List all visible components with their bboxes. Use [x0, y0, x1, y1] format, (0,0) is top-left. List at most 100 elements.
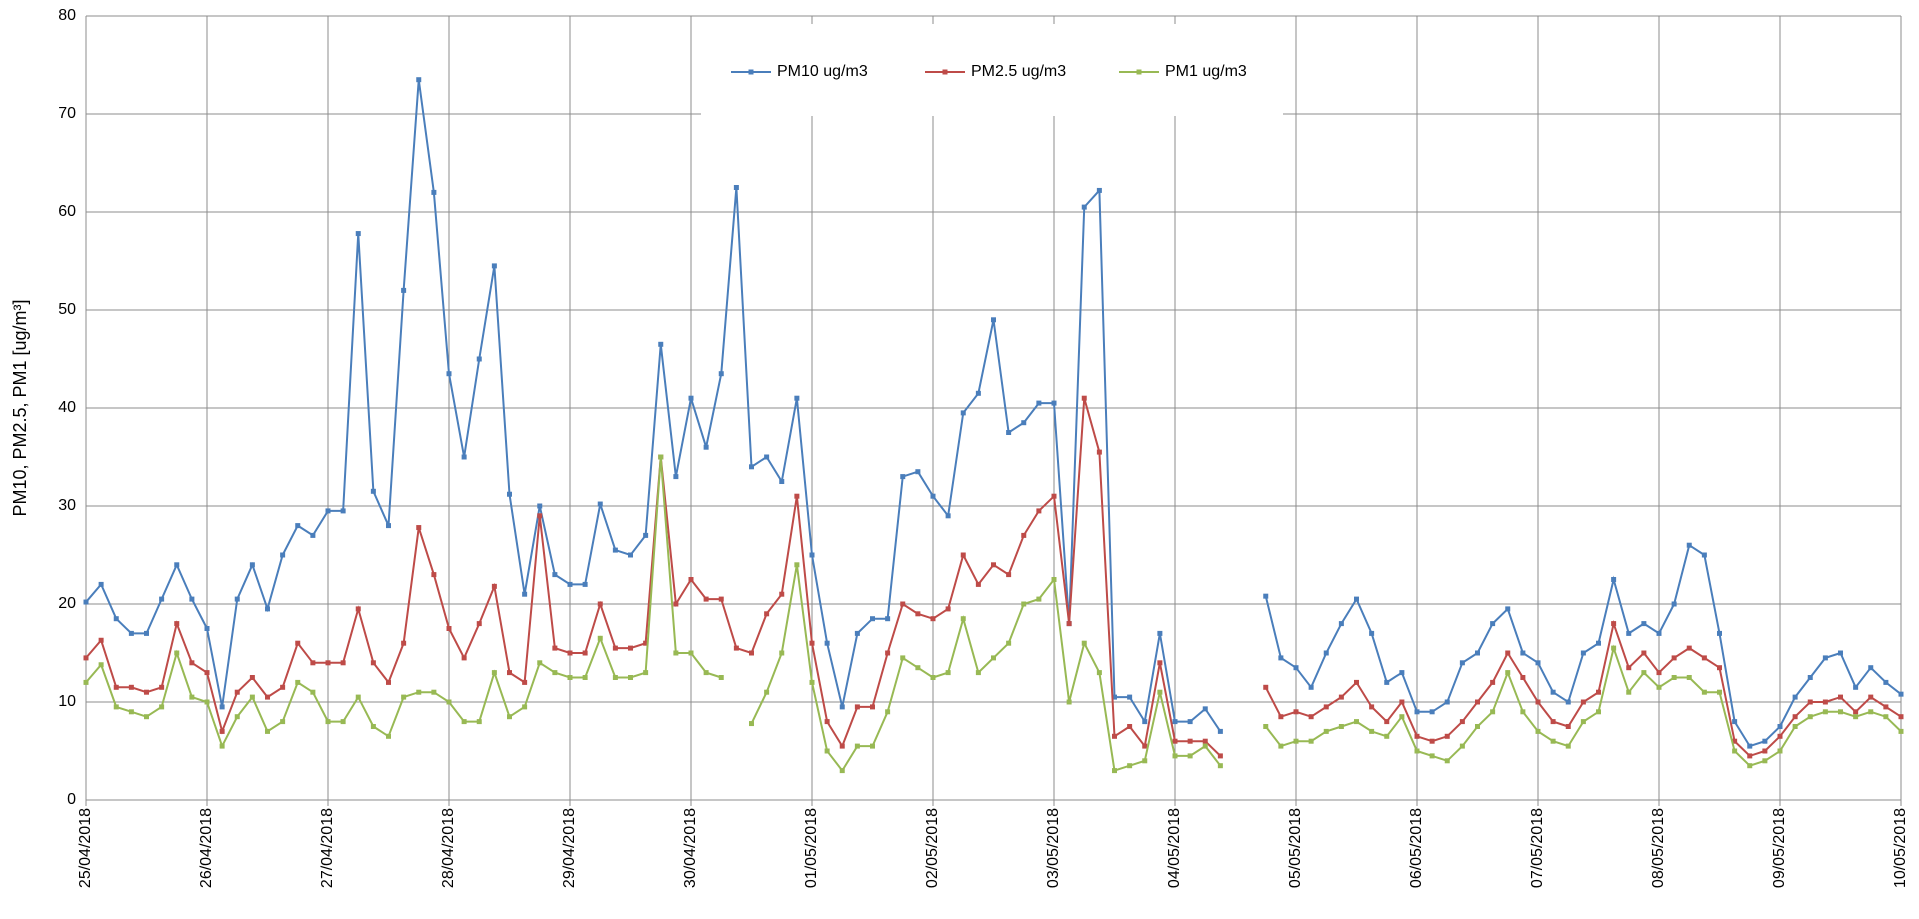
data-point	[1323, 650, 1329, 656]
x-tick-label: 10/05/2018	[1892, 808, 1909, 888]
data-point	[703, 596, 709, 602]
data-point	[340, 719, 346, 725]
data-point	[1066, 621, 1072, 627]
data-point	[673, 601, 679, 607]
data-point	[1217, 728, 1223, 734]
data-point	[355, 231, 361, 237]
y-tick-label: 80	[58, 7, 76, 24]
data-point	[1384, 733, 1390, 739]
data-point	[431, 689, 437, 695]
data-point	[975, 670, 981, 676]
data-point	[1187, 753, 1193, 759]
data-point	[1868, 694, 1874, 700]
data-point	[628, 552, 633, 558]
data-point	[144, 689, 149, 695]
data-point	[1883, 714, 1889, 720]
data-point	[310, 532, 316, 538]
data-point	[703, 670, 709, 676]
data-point	[1626, 665, 1632, 671]
data-point	[219, 728, 225, 734]
data-point	[1853, 709, 1859, 715]
data-point	[83, 599, 89, 605]
data-point	[1777, 724, 1783, 729]
data-point	[1671, 655, 1677, 661]
data-point	[1641, 670, 1647, 676]
data-point	[1611, 577, 1617, 582]
data-point	[431, 189, 437, 195]
data-point	[552, 645, 558, 651]
data-point	[1142, 743, 1148, 749]
x-tick-label: 02/05/2018	[924, 808, 941, 888]
data-point	[1202, 743, 1208, 749]
data-point	[507, 491, 512, 497]
x-tick-label: 27/04/2018	[319, 808, 336, 888]
legend-label: PM1 ug/m3	[1165, 63, 1247, 80]
x-tick-label: 28/04/2018	[440, 808, 457, 888]
data-point	[204, 699, 210, 705]
data-point	[688, 577, 694, 582]
data-point	[1732, 738, 1738, 744]
data-point	[824, 640, 830, 646]
legend-box	[701, 24, 1283, 116]
data-point	[1444, 733, 1450, 739]
data-point	[1732, 719, 1738, 725]
data-point	[1172, 738, 1178, 744]
data-point	[1656, 630, 1662, 636]
data-point	[1338, 724, 1344, 729]
data-point	[1898, 728, 1904, 734]
data-point	[461, 719, 467, 725]
data-point	[552, 572, 558, 578]
data-point	[537, 660, 543, 666]
data-point	[1565, 699, 1571, 705]
legend-marker	[942, 69, 948, 75]
data-point	[552, 670, 558, 676]
data-point	[1142, 719, 1148, 725]
data-point	[461, 655, 467, 661]
data-point	[854, 630, 860, 636]
data-point	[945, 513, 951, 519]
data-point	[597, 501, 603, 507]
data-point	[476, 356, 482, 362]
data-point	[1187, 738, 1193, 744]
data-point	[885, 616, 891, 622]
data-point	[1535, 660, 1541, 666]
data-point	[249, 562, 255, 568]
data-point	[159, 704, 165, 710]
data-point	[1399, 714, 1405, 720]
data-point	[794, 395, 800, 401]
data-point	[1792, 724, 1798, 729]
data-point	[703, 444, 709, 450]
data-point	[1475, 699, 1480, 705]
data-point	[567, 650, 573, 656]
data-point	[764, 611, 770, 617]
data-point	[1066, 699, 1072, 705]
data-point	[355, 606, 361, 612]
data-point	[476, 719, 482, 725]
data-point	[461, 454, 467, 460]
data-point	[1490, 621, 1496, 627]
data-point	[1475, 650, 1480, 656]
data-point	[310, 689, 316, 695]
data-point	[1822, 655, 1828, 661]
data-point	[370, 488, 376, 494]
data-point	[1444, 758, 1450, 764]
data-point	[1671, 675, 1677, 680]
data-point	[113, 704, 119, 710]
data-point	[1641, 621, 1647, 627]
data-point	[643, 640, 649, 646]
data-point	[491, 583, 497, 589]
x-tick-label: 09/05/2018	[1771, 808, 1788, 888]
data-point	[340, 508, 346, 514]
data-point	[1323, 728, 1329, 734]
data-point	[386, 733, 391, 739]
data-point	[1006, 572, 1012, 578]
data-point	[113, 616, 119, 622]
data-point	[567, 675, 573, 680]
y-axis-label: PM10, PM2.5, PM1 [ug/m³]	[10, 299, 30, 516]
data-point	[1822, 709, 1828, 715]
data-point	[522, 591, 528, 597]
data-point	[401, 287, 407, 293]
data-point	[174, 650, 180, 656]
data-point	[960, 410, 966, 416]
data-point	[1838, 650, 1843, 656]
